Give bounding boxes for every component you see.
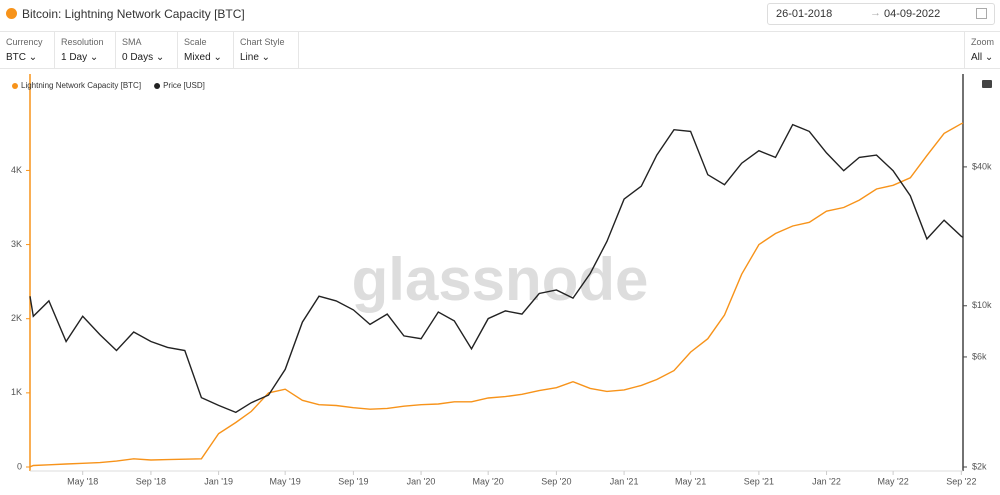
x-tick-label: Sep '19 [338, 476, 368, 486]
x-tick-label: Sep '18 [136, 476, 166, 486]
control-label: SMA [122, 37, 142, 47]
y2-tick-label: $6k [972, 351, 987, 361]
control-value[interactable]: BTC ⌄ [6, 52, 38, 63]
control[interactable]: Chart Style Line ⌄ [234, 32, 299, 68]
y-tick-label: 0 [17, 461, 22, 471]
x-tick-label: Sep '20 [541, 476, 571, 486]
title: Bitcoin: Lightning Network Capacity [BTC… [22, 7, 245, 21]
arrow: → [870, 7, 881, 19]
control-label: Resolution [61, 37, 104, 47]
x-tick-label: May '22 [877, 476, 908, 486]
legend-label: Lightning Network Capacity [BTC] [21, 81, 141, 90]
y-tick-label: 1K [11, 387, 22, 397]
control[interactable]: SMA 0 Days ⌄ [116, 32, 178, 68]
date-to[interactable]: 04-09-2022 [884, 8, 941, 20]
control-value-text[interactable]: 1 Day [61, 52, 88, 63]
x-tick-label: Sep '21 [744, 476, 774, 486]
y-tick-label: 4K [11, 165, 22, 175]
date-from[interactable]: 26-01-2018 [776, 8, 833, 20]
camera-icon[interactable] [982, 80, 992, 88]
calendar-icon [976, 8, 987, 19]
control-value[interactable]: 1 Day ⌄ [61, 52, 99, 63]
y2-tick-label: $40k [972, 161, 992, 171]
zoom-control[interactable]: Zoom All ⌄ [964, 32, 1000, 68]
control[interactable]: Scale Mixed ⌄ [178, 32, 234, 68]
x-tick-label: May '19 [270, 476, 301, 486]
y-tick-label: 3K [11, 239, 22, 249]
legend-marker [154, 83, 161, 89]
coin-icon [6, 8, 17, 19]
x-tick-label: Jan '21 [610, 476, 639, 486]
control-value-text[interactable]: Mixed [184, 52, 211, 63]
control-value-text[interactable]: Line [240, 52, 259, 63]
control-value[interactable]: Line ⌄ [240, 52, 271, 63]
x-tick-label: Jan '20 [407, 476, 436, 486]
control-value[interactable]: 0 Days ⌄ [122, 52, 165, 63]
y-tick-label: 2K [11, 313, 22, 323]
control-value-text[interactable]: 0 Days [122, 52, 154, 63]
date-range[interactable]: 26-01-2018 → 04-09-2022 [767, 3, 995, 25]
line-series [29, 122, 964, 468]
control[interactable]: Currency BTC ⌄ [0, 32, 55, 68]
x-tick-label: May '21 [675, 476, 706, 486]
toolbar [0, 31, 1000, 69]
x-tick-label: Jan '22 [812, 476, 841, 486]
control-label: Chart Style [240, 37, 285, 47]
legend-marker [12, 83, 18, 89]
line-series [29, 123, 964, 414]
y2-tick-label: $2k [972, 461, 987, 471]
watermark: glassnode [352, 246, 649, 313]
y2-tick-label: $10k [972, 300, 992, 310]
control-label: Scale [184, 37, 207, 47]
legend-label: Price [USD] [163, 81, 205, 90]
x-tick-label: May '20 [473, 476, 504, 486]
control-value[interactable]: Mixed ⌄ [184, 52, 222, 63]
x-tick-label: Sep '22 [946, 476, 976, 486]
control-label: Currency [6, 37, 43, 47]
control-value-text[interactable]: All [971, 52, 983, 63]
control-value-text[interactable]: BTC [6, 52, 26, 63]
control-value[interactable]: All ⌄ [971, 52, 994, 63]
control-label: Zoom [971, 37, 995, 47]
x-tick-label: May '18 [67, 476, 98, 486]
control[interactable]: Resolution 1 Day ⌄ [55, 32, 116, 68]
x-tick-label: Jan '19 [204, 476, 233, 486]
